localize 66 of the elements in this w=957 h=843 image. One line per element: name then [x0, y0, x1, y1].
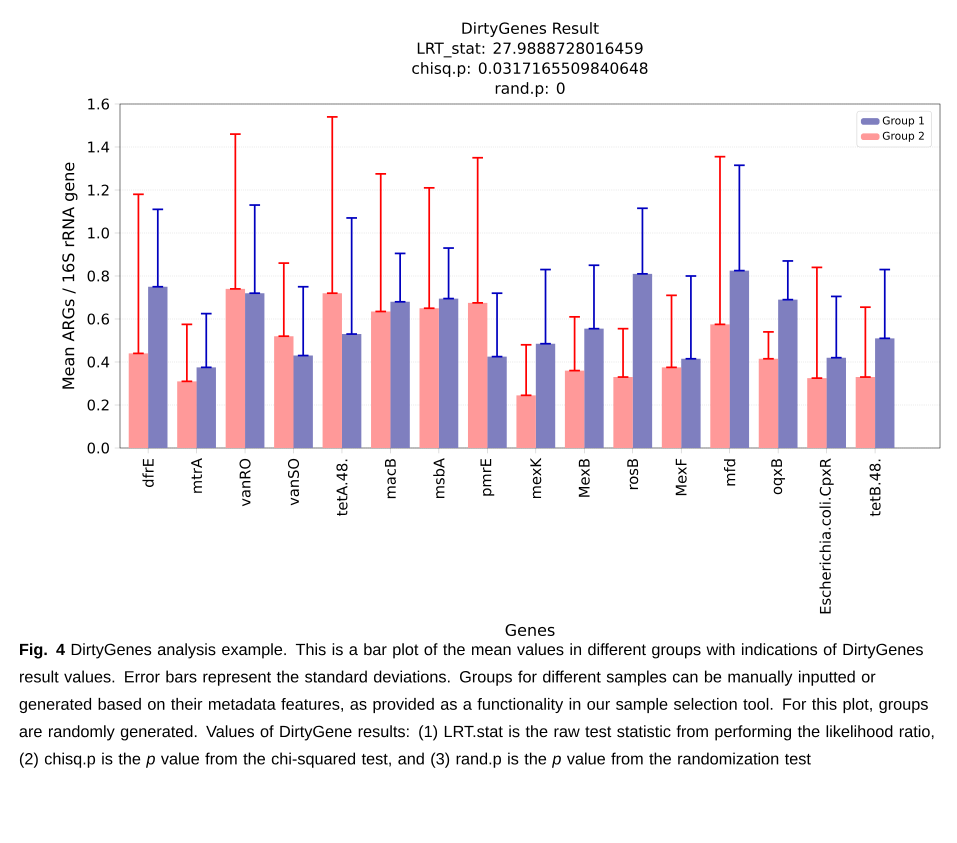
bar	[584, 328, 604, 448]
y-axis-title: Mean ARGs / 16S rRNA gene	[62, 162, 78, 389]
legend-label: Group 2	[882, 132, 924, 142]
x-tick-label: dfrE	[142, 458, 154, 487]
y-tick-label: 1.2	[88, 184, 108, 196]
bar	[516, 395, 536, 448]
bar	[196, 367, 216, 448]
legend-label: Group 1	[882, 116, 924, 127]
bar	[826, 358, 846, 448]
y-tick-label: 0.2	[88, 399, 108, 411]
bar	[420, 308, 439, 448]
bar	[875, 338, 894, 448]
bar	[681, 358, 701, 448]
y-tick-label: 0.6	[88, 313, 110, 325]
x-tick-label: macB	[384, 459, 396, 498]
bar	[487, 356, 507, 448]
y-tick-label: 0.0	[88, 442, 109, 454]
bar	[438, 298, 458, 448]
x-tick-label: msbA	[433, 458, 445, 498]
bar	[342, 334, 362, 448]
bar	[564, 370, 584, 448]
x-tick-label: MexB	[578, 459, 590, 497]
x-tick-label: tetA.48.	[336, 460, 348, 516]
bar	[245, 293, 264, 448]
bar	[778, 300, 798, 448]
bar	[148, 286, 168, 448]
bar	[468, 302, 488, 448]
x-tick-label: rosB	[627, 459, 638, 490]
x-axis-title: Genes	[506, 624, 554, 636]
bar	[758, 358, 778, 448]
bar	[226, 288, 246, 448]
y-tick-label: 1.0	[88, 227, 109, 239]
bar	[322, 293, 342, 448]
x-tick-label: oqxB	[771, 459, 786, 494]
x-tick-label: vanSO	[288, 458, 300, 506]
bar	[856, 377, 876, 448]
y-tick-label: 1.6	[88, 98, 110, 110]
x-tick-label: Escherichia.coli.CpxR	[820, 458, 834, 614]
y-tick-label: 1.4	[88, 142, 110, 152]
text: LRT_stat: 27.9888728016459	[418, 42, 643, 58]
y-tick-label: 0.8	[88, 270, 109, 282]
bar	[807, 378, 827, 448]
bar	[274, 336, 294, 448]
y-tick-label: 0.4	[88, 356, 110, 368]
x-tick-label: tetB.48.	[870, 460, 881, 516]
bar	[662, 367, 682, 448]
bar	[177, 381, 197, 448]
bar	[632, 274, 652, 448]
x-tick-label: vanRO	[240, 458, 251, 506]
text: rand.p: 0	[496, 82, 565, 97]
x-tick-label: MexF	[676, 458, 687, 496]
x-tick-label: mfd	[724, 459, 736, 486]
bar	[371, 311, 390, 448]
text: Fig. 4 DirtyGenes analysis example. This is a bar plot of the mean values in different groups with indications of DirtyGenes result values. Error bars represent the standard deviations. Groups for different samples can be manually inputted or generated based on their metadata features, as provided as a functionality in our sample selection tool. For this plot, groups are randomly generated. Values of DirtyGene results: (1) LRT.stat is the raw test statistic from performing the likelihood ratio, (2) chisq.p is the p value from the chi-squared test, and (3) rand.p is the p value from the randomization test	[20, 643, 934, 768]
bar	[128, 353, 148, 448]
bar	[294, 356, 313, 448]
x-tick-label: mtrA	[191, 458, 202, 493]
chart-title: DirtyGenes Result	[462, 22, 599, 37]
bar	[730, 270, 750, 448]
bar	[710, 324, 730, 448]
bar	[390, 302, 410, 448]
text: chisq.p: 0.0317165509840648	[412, 62, 648, 77]
x-tick-label: pmrE	[480, 458, 494, 496]
bar	[613, 377, 633, 448]
bar	[536, 344, 556, 448]
x-tick-label: mexK	[530, 458, 542, 498]
